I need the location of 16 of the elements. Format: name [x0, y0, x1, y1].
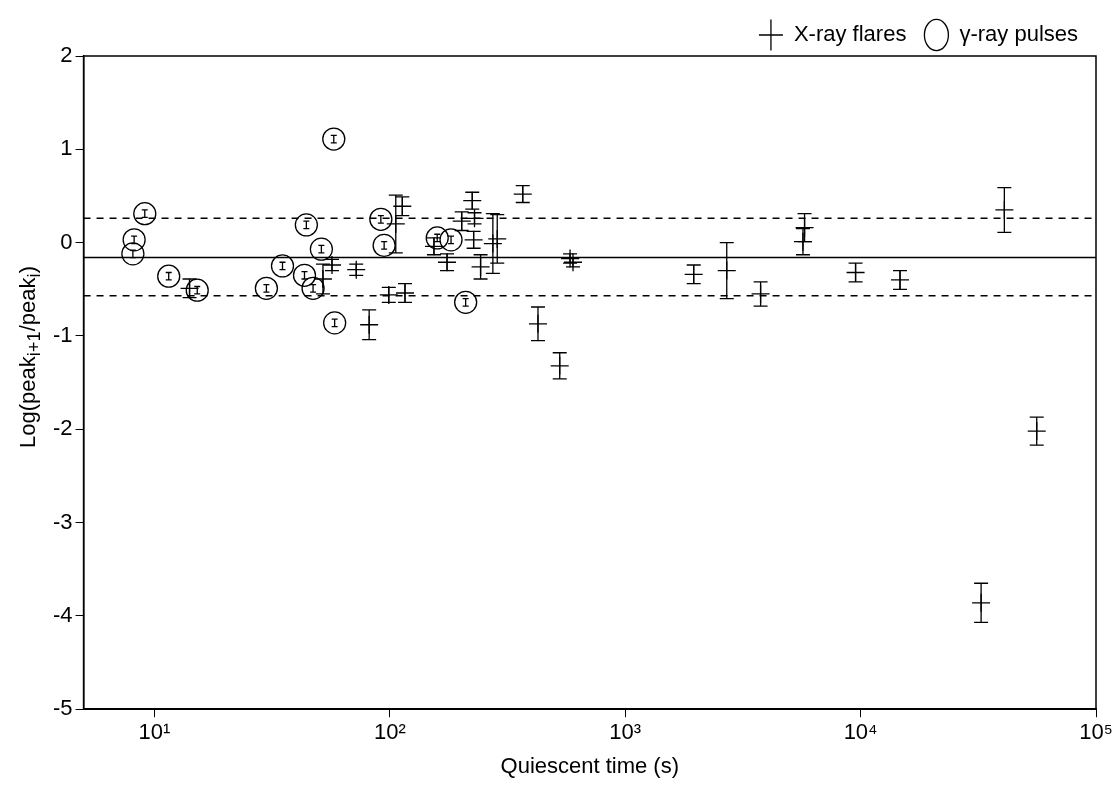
y-tick-label: -2 — [53, 415, 73, 441]
x-axis-title: Quiescent time (s) — [500, 752, 680, 778]
y-tick-label: -5 — [53, 695, 73, 721]
legend-label: γ-ray pulses — [959, 21, 1078, 47]
y-tick-label: -3 — [53, 508, 73, 534]
legend-label: X-ray flares — [793, 21, 907, 47]
x-tick-label: 10³ — [609, 719, 642, 745]
y-tick-label: -4 — [53, 601, 73, 627]
y-tick-label: -1 — [53, 322, 73, 348]
y-tick-label: 2 — [60, 42, 73, 68]
x-tick-label: 10⁴ — [843, 719, 878, 745]
y-tick-label: 0 — [60, 228, 73, 254]
x-tick-label: 10² — [373, 719, 406, 745]
y-tick-label: 1 — [60, 135, 73, 161]
x-tick-label: 10¹ — [138, 719, 171, 745]
x-tick-label: 10⁵ — [1079, 719, 1113, 745]
